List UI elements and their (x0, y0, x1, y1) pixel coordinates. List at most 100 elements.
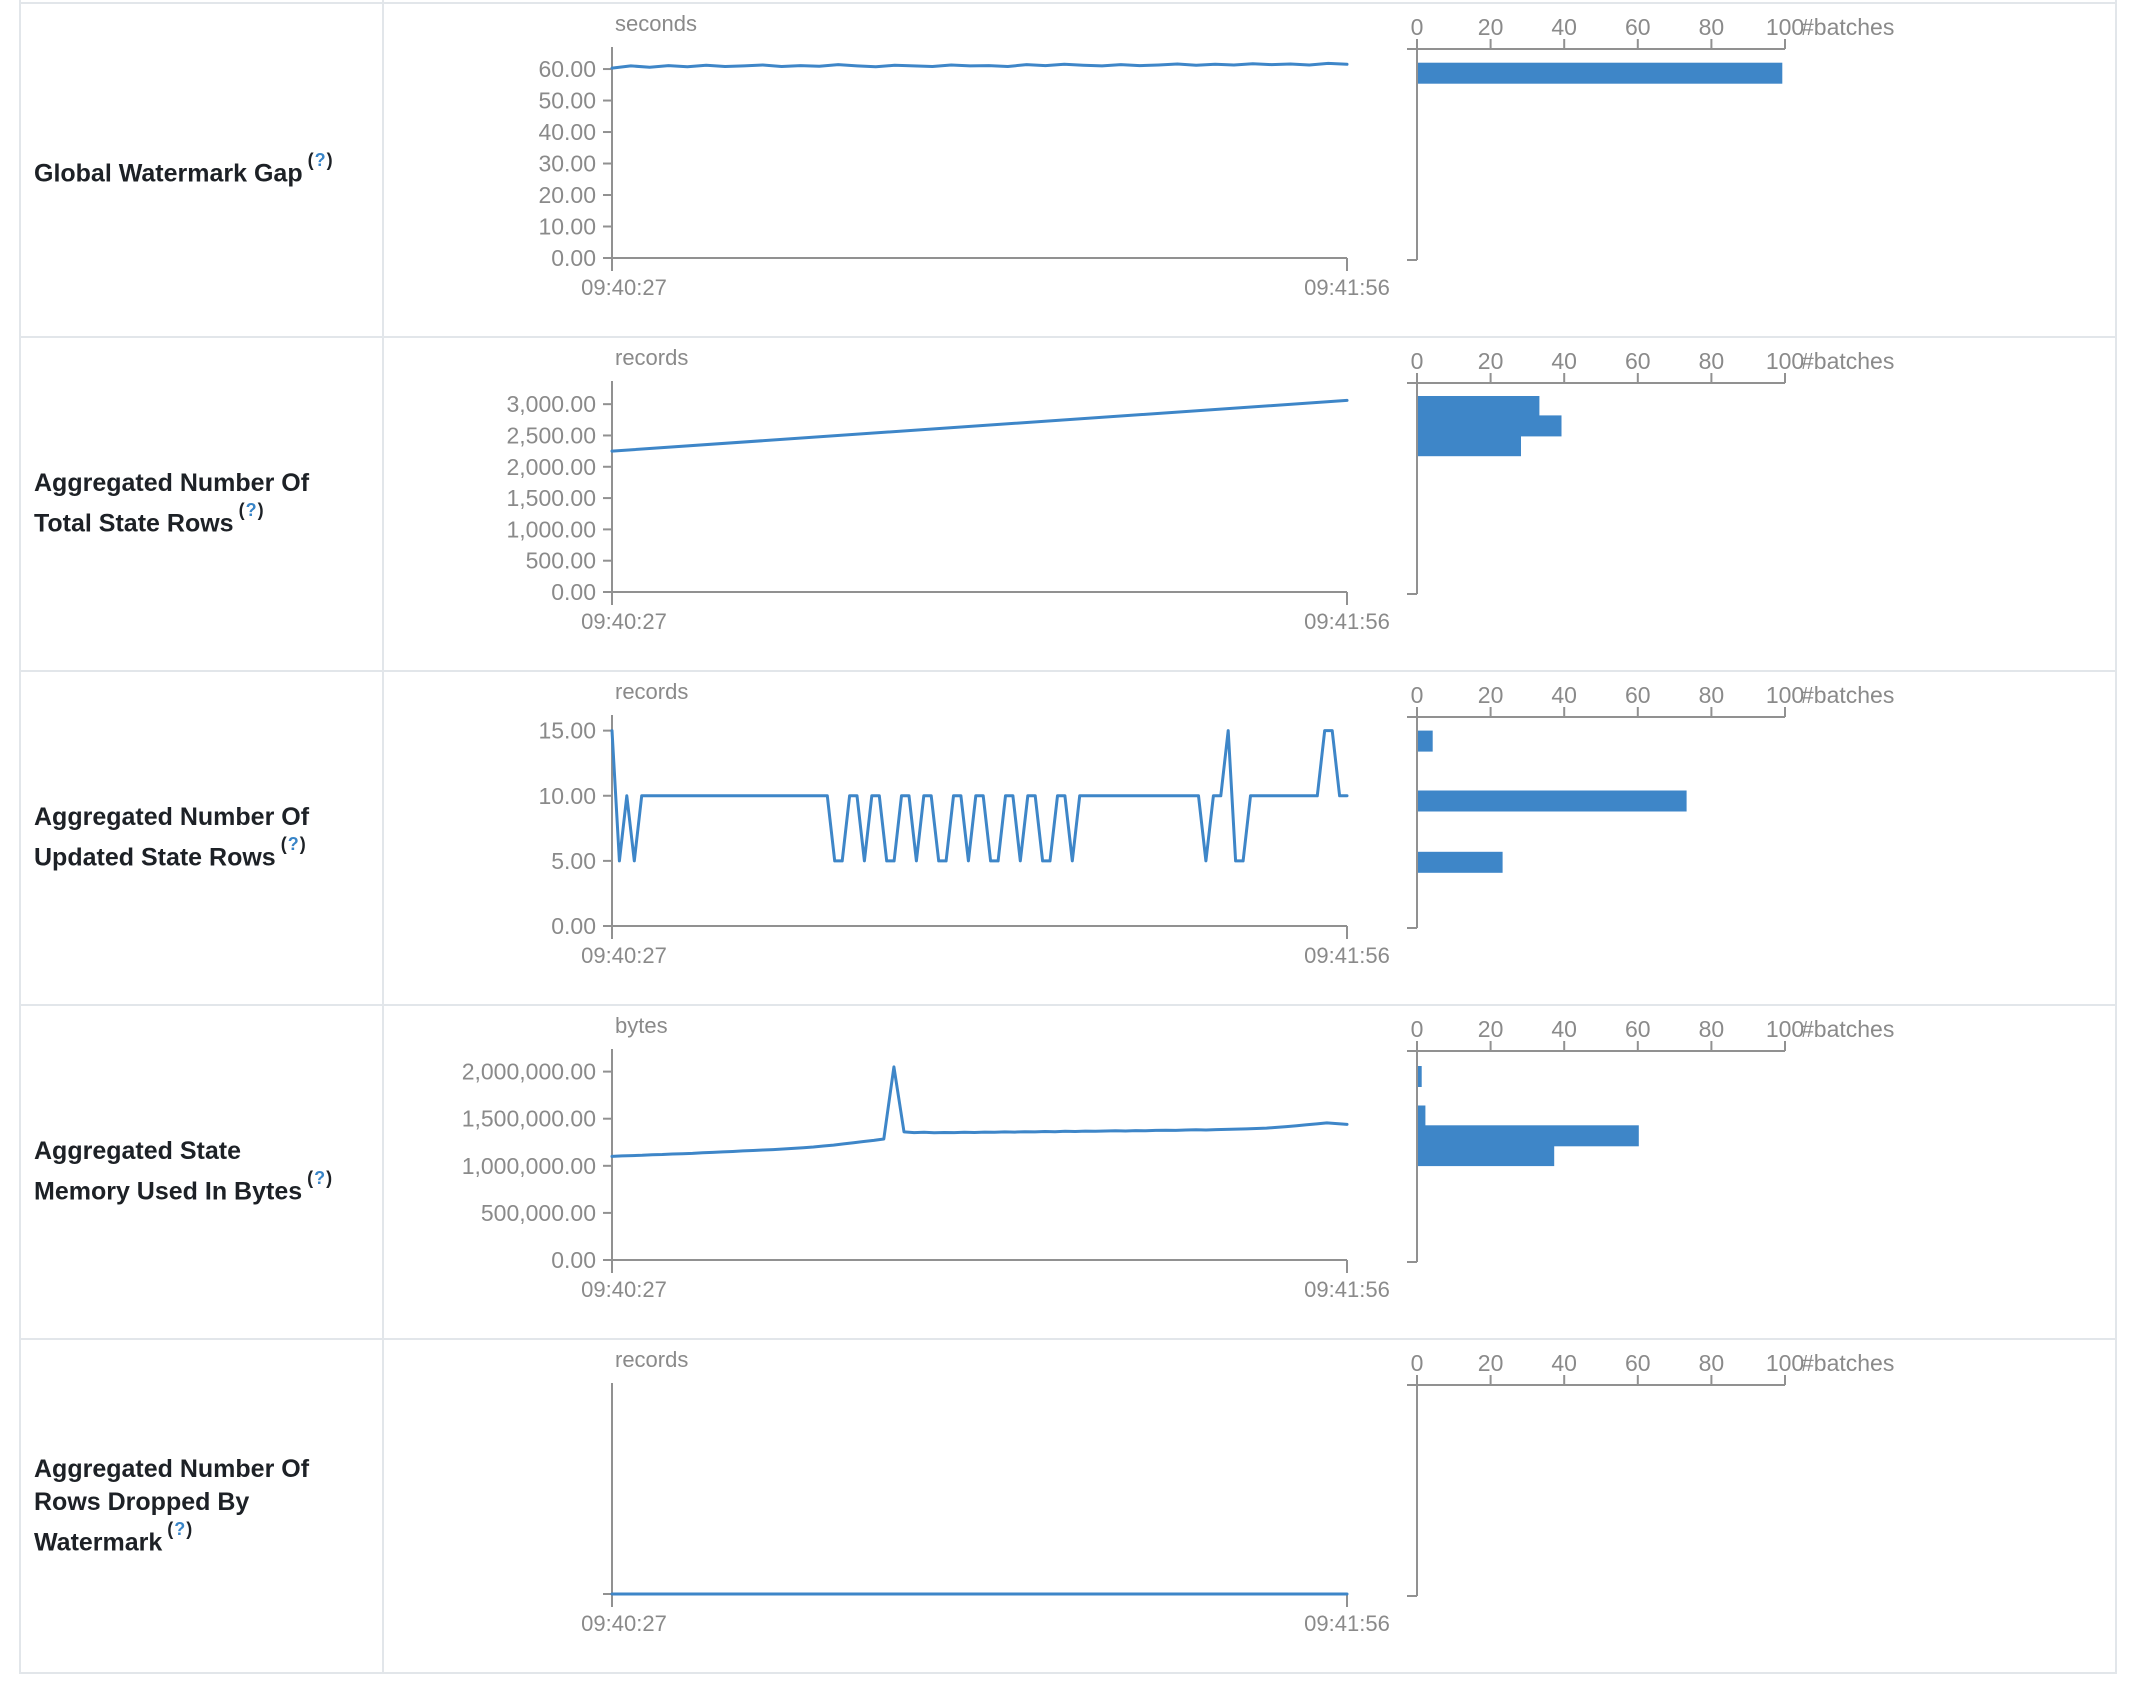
svg-text:1,000,000.00: 1,000,000.00 (462, 1153, 596, 1179)
svg-text:60: 60 (1625, 1350, 1651, 1376)
svg-text:20.00: 20.00 (538, 182, 596, 208)
svg-text:1,000.00: 1,000.00 (506, 516, 596, 542)
svg-text:80: 80 (1699, 1350, 1725, 1376)
question-mark-icon: ? (245, 500, 258, 521)
metric-label: Aggregated State Memory Used In Bytes (34, 1137, 303, 1206)
svg-text:80: 80 (1699, 1016, 1725, 1042)
svg-text:20: 20 (1478, 14, 1504, 40)
metric-row-state-memory-used: Aggregated State Memory Used In Bytes (?)… (21, 1004, 2115, 1338)
svg-text:80: 80 (1699, 14, 1725, 40)
svg-text:20: 20 (1478, 682, 1504, 708)
streaming-metrics-table: Global Watermark Gap (?) seconds 0.00 10.00… (19, 0, 2117, 1674)
svg-text:#batches: #batches (1801, 348, 1894, 374)
svg-text:09:41:56: 09:41:56 (1304, 609, 1390, 634)
chart-cell: records 0.00 5.00 10.00 15.00 09:40:27 09:41:5… (384, 672, 2115, 1004)
svg-text:0: 0 (1411, 348, 1424, 374)
svg-text:40: 40 (1551, 682, 1577, 708)
timeline-and-histogram-chart: records 0.00 5.00 10.00 15.00 09:40:27 09:41:5… (538, 679, 1894, 968)
svg-text:0: 0 (1411, 14, 1424, 40)
svg-text:100: 100 (1766, 14, 1804, 40)
svg-text:09:41:56: 09:41:56 (1304, 943, 1390, 968)
metric-label-cell: Aggregated Number Of Updated State Rows(… (21, 672, 384, 1004)
svg-text:0: 0 (1411, 682, 1424, 708)
svg-text:09:40:27: 09:40:27 (581, 609, 667, 634)
svg-text:60: 60 (1625, 682, 1651, 708)
svg-text:40: 40 (1551, 14, 1577, 40)
help-link[interactable]: (?) (238, 500, 265, 521)
svg-text:40: 40 (1551, 348, 1577, 374)
svg-text:5.00: 5.00 (551, 848, 596, 874)
question-mark-icon: ? (314, 149, 327, 170)
svg-text:30.00: 30.00 (538, 151, 596, 177)
svg-text:09:40:27: 09:40:27 (581, 1611, 667, 1636)
metric-row-rows-dropped-by-watermark: Aggregated Number Of Rows Dropped By Wat… (21, 1338, 2115, 1672)
question-mark-icon: ? (314, 1168, 327, 1189)
timeline-and-histogram-chart: seconds 0.00 10.00 20.00 30.00 40.00 50.00 60.0… (538, 11, 1894, 300)
svg-text:09:40:27: 09:40:27 (581, 1277, 667, 1302)
svg-text:0: 0 (1411, 1350, 1424, 1376)
svg-text:10.00: 10.00 (538, 214, 596, 240)
svg-text:60.00: 60.00 (538, 56, 596, 82)
table-top-stub-label-cell (21, 0, 384, 2)
help-link[interactable]: (?) (167, 1518, 194, 1539)
svg-text:2,500.00: 2,500.00 (506, 422, 596, 448)
timeline-and-histogram-chart: records 0.00 500.00 1,000.00 1,500.00 2,000.0… (506, 345, 1894, 634)
metric-label-cell: Global Watermark Gap (?) (21, 4, 384, 336)
chart-cell: records 0.00 500.00 1,000.00 1,500.00 2,000.0… (384, 338, 2115, 670)
svg-text:20: 20 (1478, 348, 1504, 374)
svg-text:3,000.00: 3,000.00 (506, 391, 596, 417)
svg-text:#batches: #batches (1801, 14, 1894, 40)
help-link[interactable]: (?) (307, 1168, 334, 1189)
svg-text:0.00: 0.00 (551, 245, 596, 271)
svg-text:80: 80 (1699, 682, 1725, 708)
metric-label-cell: Aggregated State Memory Used In Bytes (?) (21, 1006, 384, 1338)
svg-text:#batches: #batches (1801, 1016, 1894, 1042)
metric-label: Aggregated Number Of Rows Dropped By Wat… (34, 1454, 310, 1557)
help-link[interactable]: (?) (280, 834, 307, 855)
svg-text:#batches: #batches (1801, 682, 1894, 708)
svg-text:40: 40 (1551, 1350, 1577, 1376)
svg-text:60: 60 (1625, 1016, 1651, 1042)
svg-text:500.00: 500.00 (526, 548, 596, 574)
svg-text:seconds: seconds (615, 11, 697, 36)
svg-text:20: 20 (1478, 1350, 1504, 1376)
svg-text:80: 80 (1699, 348, 1725, 374)
svg-text:09:41:56: 09:41:56 (1304, 1611, 1390, 1636)
svg-text:09:40:27: 09:40:27 (581, 275, 667, 300)
svg-text:0.00: 0.00 (551, 1247, 596, 1273)
svg-text:0.00: 0.00 (551, 913, 596, 939)
metric-label-cell: Aggregated Number Of Rows Dropped By Wat… (21, 1340, 384, 1672)
svg-text:100: 100 (1766, 1350, 1804, 1376)
metric-label: Global Watermark Gap (34, 159, 303, 188)
svg-text:40.00: 40.00 (538, 119, 596, 145)
chart-cell: seconds 0.00 10.00 20.00 30.00 40.00 50.00 60.0… (384, 4, 2115, 336)
help-link[interactable]: (?) (307, 149, 334, 170)
svg-text:records: records (615, 679, 688, 704)
svg-text:1,500.00: 1,500.00 (506, 485, 596, 511)
question-mark-icon: ? (174, 1518, 187, 1539)
svg-text:15.00: 15.00 (538, 718, 596, 744)
svg-text:09:41:56: 09:41:56 (1304, 1277, 1390, 1302)
metric-row-updated-state-rows: Aggregated Number Of Updated State Rows(… (21, 670, 2115, 1004)
svg-text:10.00: 10.00 (538, 783, 596, 809)
svg-text:2,000.00: 2,000.00 (506, 454, 596, 480)
svg-text:40: 40 (1551, 1016, 1577, 1042)
svg-text:100: 100 (1766, 348, 1804, 374)
svg-text:#batches: #batches (1801, 1350, 1894, 1376)
timeline-and-histogram-chart: bytes 0.00 500,000.00 1,000,000.00 1,500,000… (462, 1013, 1895, 1302)
svg-text:500,000.00: 500,000.00 (481, 1200, 596, 1226)
svg-text:bytes: bytes (615, 1013, 668, 1038)
metric-label: Aggregated Number Of Updated State Rows (34, 803, 310, 872)
svg-text:60: 60 (1625, 348, 1651, 374)
svg-text:09:40:27: 09:40:27 (581, 943, 667, 968)
svg-text:records: records (615, 345, 688, 370)
chart-cell: records 09:40:27 09:41:56 0 20 40 60 80 100 #batc… (384, 1340, 2115, 1672)
svg-text:60: 60 (1625, 14, 1651, 40)
svg-text:0.00: 0.00 (551, 579, 596, 605)
svg-text:20: 20 (1478, 1016, 1504, 1042)
svg-text:09:41:56: 09:41:56 (1304, 275, 1390, 300)
chart-cell: bytes 0.00 500,000.00 1,000,000.00 1,500,000… (384, 1006, 2115, 1338)
metric-label-cell: Aggregated Number Of Total State Rows (?) (21, 338, 384, 670)
metric-row-total-state-rows: Aggregated Number Of Total State Rows (?)… (21, 336, 2115, 670)
question-mark-icon: ? (287, 834, 300, 855)
